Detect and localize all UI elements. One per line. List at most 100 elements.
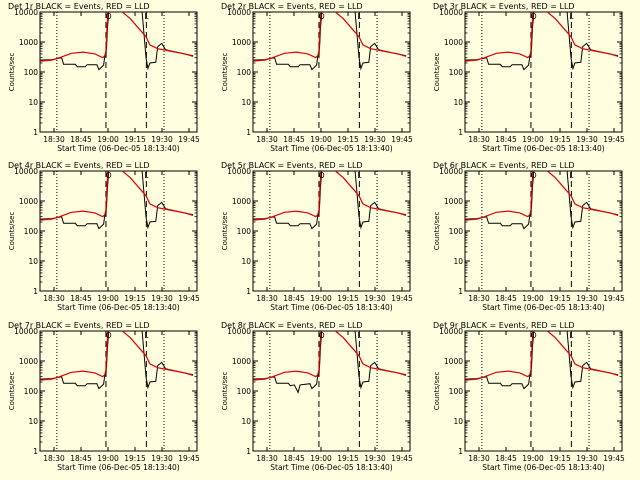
events-series-line — [464, 171, 535, 230]
event-marker-o: O — [106, 171, 112, 180]
events-series-line — [141, 170, 194, 230]
x-tick-label: 18:45 — [283, 454, 305, 463]
lld-series-line — [547, 330, 619, 376]
y-tick-label: 100 — [237, 387, 252, 396]
y-tick-label: 100 — [237, 227, 252, 236]
x-tick-label: 18:45 — [495, 135, 517, 144]
y-axis-label: Counts/sec — [8, 372, 16, 411]
x-tick-label: 19:15 — [549, 294, 571, 303]
x-tick-label: 19:30 — [151, 135, 173, 144]
x-tick-label: 18:30 — [256, 135, 278, 144]
events-series-line — [141, 11, 194, 71]
events-series-line — [252, 12, 323, 71]
x-tick-label: 18:30 — [468, 294, 490, 303]
x-tick-label: 19:45 — [603, 135, 625, 144]
y-tick-label: 1 — [246, 447, 251, 456]
x-tick-label: 18:45 — [495, 294, 517, 303]
x-tick-label: 19:00 — [97, 294, 119, 303]
x-axis-label: Start Time (06-Dec-05 18:13:40) — [270, 144, 392, 153]
plot-frame — [464, 170, 623, 292]
chart-title: Det 1r BLACK = Events, RED = LLD — [8, 2, 150, 11]
y-axis-label: Counts/sec — [221, 53, 229, 92]
x-tick-label: 19:45 — [178, 454, 200, 463]
x-tick-label: 19:30 — [364, 135, 386, 144]
plot-frame — [39, 170, 198, 292]
x-tick-label: 19:45 — [391, 454, 413, 463]
y-tick-label: 10 — [28, 417, 38, 426]
lld-series-line — [252, 11, 322, 62]
y-tick-label: 1000 — [444, 357, 463, 366]
chart-panel-5: Det 5r BLACK = Events, RED = LLD 1 10 100 10… — [221, 161, 413, 312]
chart-panel-4: Det 4r BLACK = Events, RED = LLD 1 10 100 10… — [8, 161, 200, 312]
y-tick-label: 10000 — [14, 327, 38, 336]
y-tick-label: 100 — [449, 227, 464, 236]
lld-series-line — [464, 11, 534, 62]
lld-series-line — [39, 330, 109, 381]
x-tick-label: 19:30 — [151, 454, 173, 463]
events-series-line — [252, 171, 323, 230]
y-tick-label: 10000 — [14, 167, 38, 176]
x-tick-label: 19:00 — [97, 135, 119, 144]
x-tick-label: 19:00 — [310, 454, 332, 463]
y-tick-label: 10000 — [227, 327, 251, 336]
events-series-line — [464, 331, 535, 390]
x-tick-label: 19:45 — [178, 294, 200, 303]
y-tick-label: 1 — [458, 287, 463, 296]
events-series-line — [354, 170, 407, 230]
y-tick-label: 10 — [453, 257, 463, 266]
lld-series-line — [464, 330, 534, 381]
y-tick-label: 10 — [241, 417, 251, 426]
x-tick-label: 18:45 — [70, 454, 92, 463]
x-tick-label: 19:15 — [124, 294, 146, 303]
events-series-line — [464, 12, 535, 71]
event-marker-l: L — [357, 171, 362, 180]
y-tick-label: 10000 — [227, 167, 251, 176]
chart-title: Det 8r BLACK = Events, RED = LLD — [221, 321, 363, 330]
event-marker-l: L — [357, 331, 362, 340]
lld-series-line — [122, 330, 194, 376]
x-tick-label: 19:15 — [549, 454, 571, 463]
event-marker-o: O — [319, 12, 325, 21]
x-tick-label: 19:30 — [364, 454, 386, 463]
y-axis-label: Counts/sec — [221, 372, 229, 411]
x-tick-label: 19:00 — [522, 135, 544, 144]
events-series-line — [252, 331, 323, 394]
events-series-line — [354, 11, 407, 71]
plot-frame — [252, 170, 411, 292]
lld-series-line — [335, 11, 407, 57]
x-tick-label: 19:45 — [391, 135, 413, 144]
y-tick-label: 1000 — [444, 38, 463, 47]
y-axis-label: Counts/sec — [433, 372, 441, 411]
plot-frame — [252, 330, 411, 452]
x-tick-label: 19:30 — [364, 294, 386, 303]
lld-series-line — [39, 170, 109, 221]
x-tick-label: 18:30 — [468, 135, 490, 144]
x-tick-label: 19:45 — [603, 454, 625, 463]
y-axis-label: Counts/sec — [8, 212, 16, 251]
x-tick-label: 18:45 — [495, 454, 517, 463]
event-marker-l: L — [569, 12, 574, 21]
y-tick-label: 100 — [449, 68, 464, 77]
x-axis-label: Start Time (06-Dec-05 18:13:40) — [270, 303, 392, 312]
event-marker-o: O — [106, 12, 112, 21]
chart-title: Det 3r BLACK = Events, RED = LLD — [433, 2, 575, 11]
x-axis-label: Start Time (06-Dec-05 18:13:40) — [57, 463, 179, 472]
y-tick-label: 10000 — [439, 167, 463, 176]
x-tick-label: 19:45 — [391, 294, 413, 303]
y-tick-label: 1 — [33, 287, 38, 296]
chart-panel-6: Det 6r BLACK = Events, RED = LLD 1 10 100 10… — [433, 161, 625, 312]
event-marker-o: O — [531, 331, 537, 340]
y-axis-label: Counts/sec — [221, 212, 229, 251]
x-tick-label: 19:45 — [178, 135, 200, 144]
x-tick-label: 19:30 — [151, 294, 173, 303]
y-tick-label: 100 — [237, 68, 252, 77]
lld-series-line — [335, 170, 407, 216]
plot-frame — [464, 11, 623, 133]
chart-title: Det 5r BLACK = Events, RED = LLD — [221, 161, 363, 170]
lld-series-line — [335, 330, 407, 376]
x-tick-label: 19:15 — [549, 135, 571, 144]
y-tick-label: 10 — [28, 98, 38, 107]
x-tick-label: 18:45 — [70, 135, 92, 144]
x-tick-label: 18:45 — [283, 294, 305, 303]
chart-panel-8: Det 8r BLACK = Events, RED = LLD 1 10 100 10… — [221, 321, 413, 472]
